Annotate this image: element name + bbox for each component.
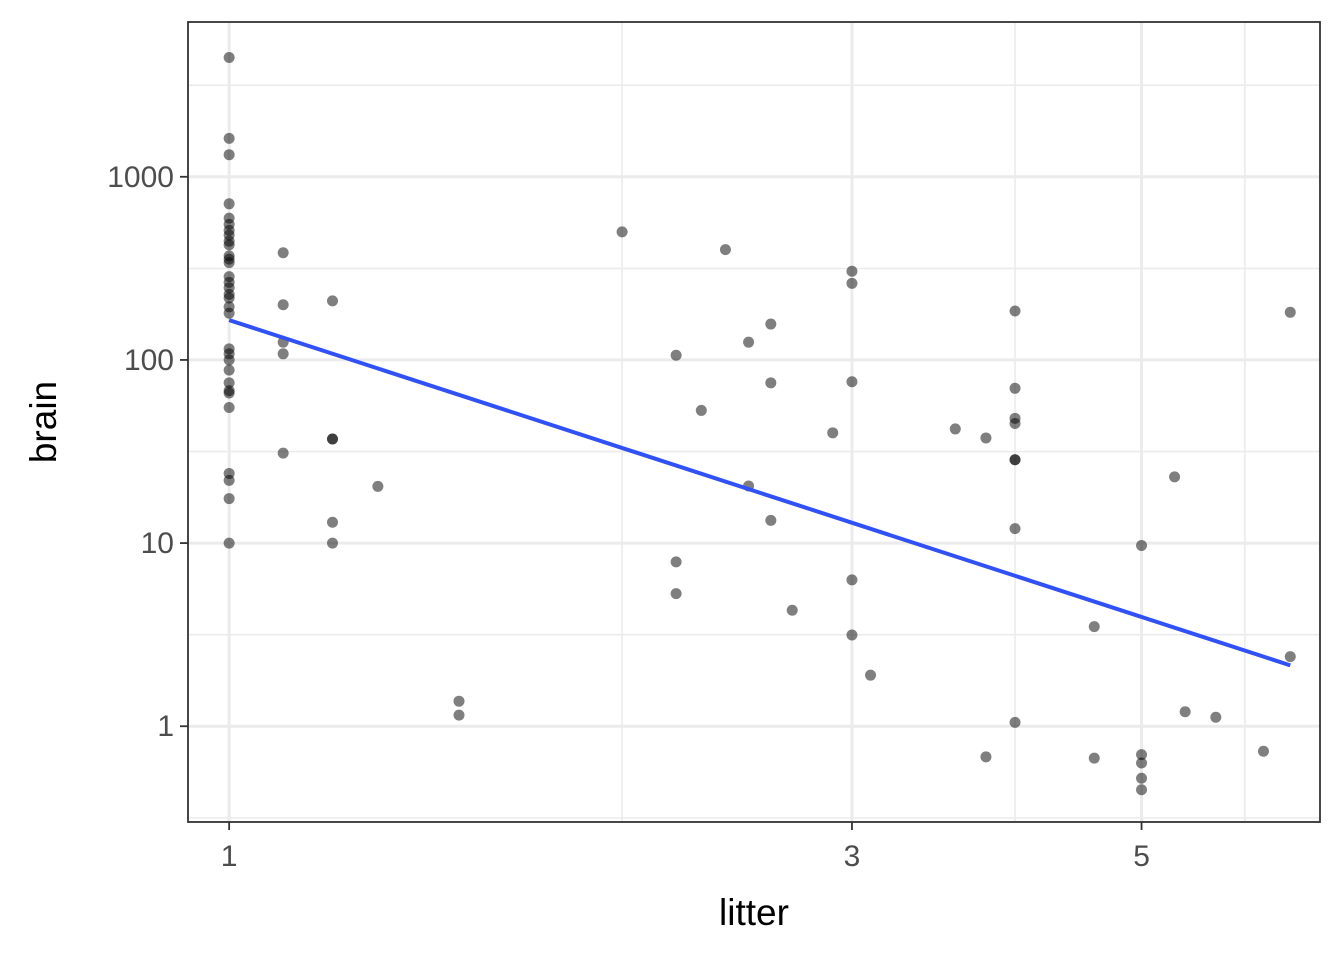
data-point: [223, 493, 235, 505]
data-point: [846, 265, 858, 277]
x-tick-label: 1: [221, 840, 238, 873]
data-point: [1210, 711, 1222, 723]
data-point: [1088, 752, 1100, 764]
data-point: [372, 480, 384, 492]
data-point: [719, 244, 731, 256]
data-point: [765, 377, 777, 389]
data-point: [1136, 749, 1148, 761]
data-point: [223, 132, 235, 144]
data-point: [1136, 772, 1148, 784]
data-point: [223, 354, 235, 366]
data-point: [277, 447, 289, 459]
minor-gridlines: [188, 22, 1320, 822]
panel-border: [187, 21, 1321, 823]
data-point: [277, 299, 289, 311]
major-gridlines: [188, 22, 1320, 822]
data-point: [743, 336, 755, 348]
y-tick-label: 100: [124, 344, 174, 377]
x-axis-ticks: 1 3 5: [221, 822, 1150, 873]
data-point: [765, 514, 777, 526]
data-point: [786, 604, 798, 616]
y-tick-label: 1: [157, 710, 174, 743]
data-point: [223, 537, 235, 549]
data-point: [223, 239, 235, 251]
data-point: [846, 574, 858, 586]
data-point: [980, 432, 992, 444]
data-point: [1009, 716, 1021, 728]
data-point: [223, 307, 235, 319]
data-point: [1009, 523, 1021, 535]
data-point: [223, 387, 235, 399]
data-point: [223, 292, 235, 304]
data-point: [949, 423, 961, 435]
data-point: [827, 427, 839, 439]
data-point: [277, 348, 289, 360]
data-points: [223, 51, 1296, 796]
data-point: [980, 751, 992, 763]
data-point: [223, 377, 235, 389]
trend-line: [228, 318, 1291, 668]
data-point: [1257, 745, 1269, 757]
data-point: [846, 629, 858, 641]
data-point: [326, 516, 338, 528]
data-point: [1284, 651, 1296, 663]
data-point: [453, 695, 465, 707]
data-point: [223, 364, 235, 376]
panel-background: [188, 22, 1320, 822]
x-axis-title: litter: [719, 892, 789, 933]
data-point: [1009, 382, 1021, 394]
data-point: [223, 51, 235, 63]
data-point: [223, 474, 235, 486]
data-point: [670, 349, 682, 361]
data-point: [1009, 417, 1021, 429]
data-point: [1169, 471, 1181, 483]
data-point: [277, 247, 289, 259]
data-point: [326, 295, 338, 307]
data-point: [616, 226, 628, 238]
data-point: [670, 588, 682, 600]
data-point: [1009, 305, 1021, 317]
data-point: [1284, 306, 1296, 318]
x-tick-label: 3: [844, 840, 861, 873]
data-point: [223, 401, 235, 413]
data-point: [765, 318, 777, 330]
data-point: [695, 404, 707, 416]
data-point: [453, 709, 465, 721]
y-axis-title: brain: [23, 381, 64, 463]
data-point: [223, 198, 235, 210]
data-point: [1179, 706, 1191, 718]
data-point: [326, 537, 338, 549]
data-point: [223, 149, 235, 161]
data-point: [846, 376, 858, 388]
data-point: [1136, 784, 1148, 796]
data-point: [670, 556, 682, 568]
data-point: [1088, 621, 1100, 633]
y-axis-ticks: 1 10 100 1000: [107, 161, 188, 743]
y-tick-label: 1000: [107, 161, 174, 194]
x-tick-label: 5: [1133, 840, 1150, 873]
data-point: [865, 669, 877, 681]
y-tick-label: 10: [141, 527, 174, 560]
data-point: [1136, 540, 1148, 552]
data-point: [223, 257, 235, 269]
data-point: [326, 433, 338, 445]
data-point: [846, 277, 858, 289]
data-point: [1009, 454, 1021, 466]
data-point: [1136, 757, 1148, 769]
